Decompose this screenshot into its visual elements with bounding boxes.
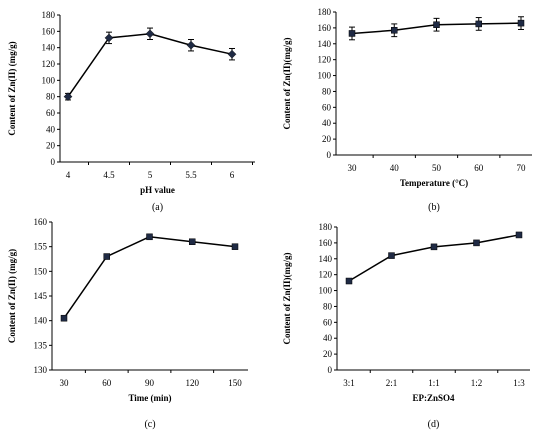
x-tick-label: 60 [102, 378, 112, 388]
data-point-marker [345, 277, 353, 285]
data-point-marker [60, 314, 68, 322]
x-tick-label: 30 [348, 163, 358, 173]
y-tick-label: 135 [34, 340, 48, 350]
y-tick-label: 180 [42, 10, 56, 20]
y-tick-label: 100 [319, 286, 333, 296]
y-tick-label: 150 [34, 266, 48, 276]
chart-panel-d: 0 20 40 60 80 100 120 140 160 180 3:1 2:1 1:1 1:2 1:3 E… [282, 222, 530, 430]
data-point-marker [145, 29, 155, 39]
data-point-marker [430, 243, 438, 251]
x-tick-label: 5 [148, 170, 153, 180]
data-point-marker [388, 252, 395, 259]
x-tick-label: 1:1 [428, 378, 440, 388]
y-tick-label: 120 [42, 59, 56, 69]
y-tick-label: 40 [323, 333, 333, 343]
y-tick-label: 120 [319, 270, 333, 280]
y-tick-label: 80 [323, 301, 333, 311]
data-point-marker [231, 243, 239, 250]
y-tick-label: 100 [42, 75, 56, 85]
y-tick-label: 160 [42, 26, 56, 36]
y-tick-label: 40 [46, 124, 56, 134]
y-tick-label: 0 [328, 365, 333, 375]
x-tick-label: 60 [474, 163, 484, 173]
x-tick-label: 70 [517, 163, 527, 173]
y-tick-label: 80 [46, 92, 56, 102]
y-tick-label: 145 [34, 291, 48, 301]
x-tick-label: 5.5 [185, 170, 197, 180]
y-tick-label: 140 [42, 43, 56, 53]
data-point-marker [348, 30, 356, 37]
chart-panel-c: 130 135 140 145 150 155 160 30 60 90 120 150 Time (m… [7, 217, 248, 430]
chart-panel-a: 0 20 40 60 80 100 120 140 160 180 4 4.5 5 5.5 6 pH valu… [7, 10, 255, 213]
y-axis-label: Content of Zn(II)(mg/g) [282, 38, 292, 130]
x-tick-label: 1:3 [513, 378, 525, 388]
panel-label: (d) [428, 419, 440, 430]
y-tick-label: 20 [322, 134, 332, 144]
y-tick-label: 120 [318, 55, 332, 65]
data-point-marker [473, 239, 480, 247]
data-point-marker [391, 27, 398, 34]
y-tick-label: 0 [51, 157, 56, 167]
x-tick-label: 150 [228, 378, 242, 388]
data-point-marker [103, 253, 110, 260]
y-tick-label: 0 [327, 150, 332, 160]
y-tick-label: 180 [318, 7, 332, 17]
x-axis-label: Time (min) [128, 393, 171, 403]
x-tick-label: 50 [432, 163, 442, 173]
data-point-marker [186, 40, 196, 50]
x-tick-label: 4.5 [103, 170, 115, 180]
y-axis-label: Content of Zn(II) (mg/g) [7, 249, 17, 343]
x-tick-label: 40 [390, 163, 400, 173]
y-axis-label: Content of Zn(II)(mg/g) [282, 253, 292, 345]
y-tick-label: 160 [34, 217, 48, 227]
y-tick-label: 60 [323, 317, 333, 327]
x-tick-label: 3:1 [343, 378, 355, 388]
y-tick-label: 130 [34, 365, 48, 375]
x-tick-label: 6 [230, 170, 235, 180]
data-point-marker [189, 238, 196, 245]
data-point-marker [146, 233, 153, 241]
y-tick-label: 140 [319, 254, 333, 264]
y-tick-label: 160 [319, 238, 333, 248]
series-line [348, 234, 520, 282]
x-tick-label: 1:2 [471, 378, 483, 388]
x-axis-label: EP:ZnSO4 [412, 393, 455, 403]
x-tick-label: 2:1 [386, 378, 398, 388]
data-point-marker [104, 33, 114, 43]
y-tick-label: 155 [34, 242, 48, 252]
panel-label: (a) [152, 202, 163, 213]
y-tick-label: 40 [322, 118, 332, 128]
y-tick-label: 20 [323, 349, 333, 359]
data-point-marker [515, 231, 523, 239]
y-tick-label: 140 [318, 39, 332, 49]
data-point-marker [475, 20, 482, 28]
series-line [63, 236, 236, 319]
data-point-marker [517, 19, 525, 27]
x-tick-label: 90 [145, 378, 155, 388]
x-axis-label: pH value [140, 185, 175, 195]
panel-label: (b) [428, 202, 440, 213]
y-tick-label: 140 [34, 316, 48, 326]
chart-panel-b: 0 20 40 60 80 100 120 140 160 180 30 40 50 60 70 Temper… [282, 7, 532, 213]
series-line [67, 33, 233, 98]
y-tick-label: 80 [322, 86, 332, 96]
x-axis-label: Temperature (°C) [400, 178, 468, 188]
y-tick-label: 20 [46, 141, 56, 151]
x-tick-label: 4 [66, 170, 71, 180]
y-axis-label: Content of Zn(II) (mg/g) [7, 41, 17, 135]
y-tick-label: 160 [318, 23, 332, 33]
data-point-marker [63, 92, 73, 102]
y-tick-label: 60 [322, 102, 332, 112]
y-tick-label: 60 [46, 108, 56, 118]
y-tick-label: 180 [319, 222, 333, 232]
y-tick-label: 100 [318, 71, 332, 81]
x-tick-label: 120 [186, 378, 200, 388]
x-tick-label: 30 [60, 378, 70, 388]
panel-label: (c) [144, 419, 155, 430]
data-point-marker [433, 21, 440, 28]
data-point-marker [227, 49, 237, 59]
